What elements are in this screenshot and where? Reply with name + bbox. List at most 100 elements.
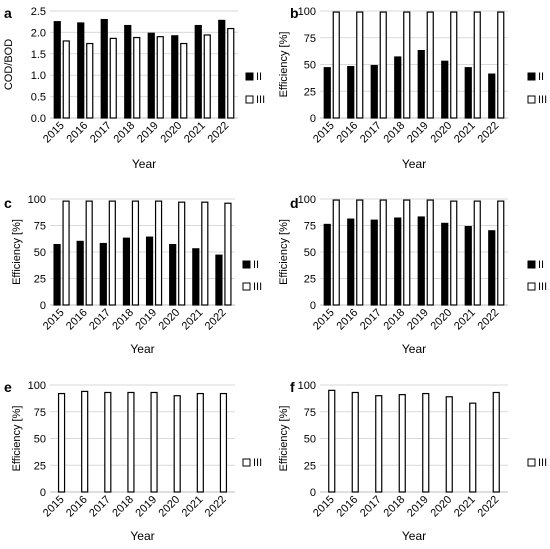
y-tick-label: 50 (34, 247, 46, 259)
y-tick-label: 0.5 (31, 92, 46, 104)
bar-iii-2017 (109, 37, 117, 119)
bar-ii-2022 (488, 230, 496, 306)
x-tick-label: 2020 (429, 307, 455, 333)
y-tick-label: 100 (298, 6, 316, 18)
x-tick-label: 2021 (180, 307, 206, 333)
legend-swatch (242, 458, 251, 467)
bar-ii-2021 (464, 67, 472, 119)
bar-ii-2020 (171, 35, 179, 119)
legend-label: III (538, 281, 547, 293)
bar-iii-2020 (178, 201, 186, 306)
bar-iii-2020 (180, 42, 188, 119)
bar-iii-2016 (356, 11, 364, 119)
bar-iii-2021 (473, 11, 481, 119)
legend-entry-iii: III (242, 457, 262, 469)
y-tick-label: 0 (310, 487, 316, 499)
x-tick-label: 2020 (159, 120, 185, 146)
legend-entry-iii: III (245, 94, 265, 106)
x-tick-label: 2017 (87, 307, 113, 333)
y-tick-label: 100 (298, 194, 316, 206)
y-tick-label: 0 (310, 113, 316, 125)
bar-iii-2016 (85, 200, 93, 306)
bar-iii-2018 (133, 36, 141, 119)
panel-letter: a (4, 5, 12, 21)
bar-ii-2021 (464, 225, 472, 306)
bar-ii-2017 (100, 18, 108, 119)
x-tick-label: 2019 (405, 307, 431, 333)
x-tick-label: 2020 (157, 494, 183, 520)
legend-label: III (538, 457, 547, 469)
bar-iii-2018 (398, 394, 406, 493)
legend-entry-ii: II (242, 259, 259, 271)
y-tick-label: 50 (34, 434, 46, 446)
legend-label: III (253, 281, 262, 293)
y-tick-label: 25 (304, 460, 316, 472)
bar-iii-2015 (328, 389, 336, 493)
bar-ii-2016 (76, 240, 84, 306)
bar-ii-2016 (347, 218, 355, 306)
bar-ii-2017 (99, 242, 107, 306)
bar-iii-2019 (426, 199, 434, 306)
y-axis-title: Efficiency [%] (278, 219, 290, 285)
bar-ii-2018 (394, 56, 402, 119)
bar-ii-2018 (394, 217, 402, 306)
y-axis-title: Efficiency [%] (278, 406, 290, 472)
y-axis-title: Efficiency [%] (11, 219, 23, 285)
bar-ii-2019 (417, 216, 425, 306)
bar-ii-2019 (417, 49, 425, 119)
x-tick-label: 2016 (335, 307, 361, 333)
bar-iii-2021 (196, 392, 204, 493)
bar-iii-2017 (375, 395, 383, 493)
legend-entry-iii: III (527, 457, 547, 469)
bar-ii-2020 (441, 60, 449, 119)
x-tick-label: 2016 (64, 494, 90, 520)
x-tick-label: 2021 (452, 120, 478, 146)
y-tick-label: 25 (304, 86, 316, 98)
x-tick-label: 2022 (206, 120, 232, 146)
y-tick-label: 100 (298, 380, 316, 392)
bar-ii-2022 (215, 254, 223, 306)
x-tick-label: 2018 (112, 120, 138, 146)
bar-ii-2022 (218, 19, 226, 119)
bar-iii-2021 (203, 34, 211, 119)
bar-ii-2019 (145, 236, 154, 306)
bar-ii-2017 (370, 64, 378, 119)
bar-ii-2020 (169, 243, 177, 306)
y-tick-label: 2.0 (31, 27, 46, 39)
y-tick-label: 75 (34, 407, 46, 419)
bar-iii-2015 (62, 40, 70, 119)
bar-ii-2020 (441, 222, 449, 306)
x-tick-label: 2018 (110, 494, 136, 520)
legend-label: II (256, 71, 262, 83)
bar-iii-2020 (173, 395, 181, 493)
y-tick-label: 100 (28, 194, 46, 206)
x-tick-label: 2016 (335, 120, 361, 146)
x-tick-label: 2022 (203, 307, 229, 333)
bar-iii-2015 (332, 199, 340, 306)
x-tick-label: 2018 (382, 120, 408, 146)
y-tick-label: 0 (40, 300, 46, 312)
bar-iii-2018 (403, 199, 411, 306)
y-tick-label: 0 (310, 300, 316, 312)
bar-ii-2017 (370, 219, 378, 306)
x-axis-title: Year (130, 342, 154, 356)
y-tick-label: 25 (304, 274, 316, 286)
x-axis-title: Year (402, 157, 426, 171)
panel-letter: f (290, 379, 295, 395)
bar-iii-2022 (497, 11, 505, 119)
legend-swatch (527, 260, 536, 269)
y-tick-label: 75 (34, 221, 46, 233)
bar-ii-2015 (53, 21, 61, 119)
x-axis-title: Year (130, 529, 154, 543)
y-tick-label: 2.5 (31, 6, 46, 18)
bar-iii-2015 (332, 11, 340, 119)
panel-c: c025507510020152016201720182019202020212… (4, 194, 262, 356)
bar-iii-2021 (473, 200, 481, 306)
bar-iii-2019 (154, 200, 163, 306)
bar-iii-2019 (426, 11, 434, 119)
y-tick-label: 75 (304, 221, 316, 233)
x-tick-label: 2019 (135, 120, 161, 146)
bar-ii-2019 (147, 32, 155, 119)
bar-iii-2019 (156, 36, 164, 119)
y-tick-label: 25 (34, 460, 46, 472)
